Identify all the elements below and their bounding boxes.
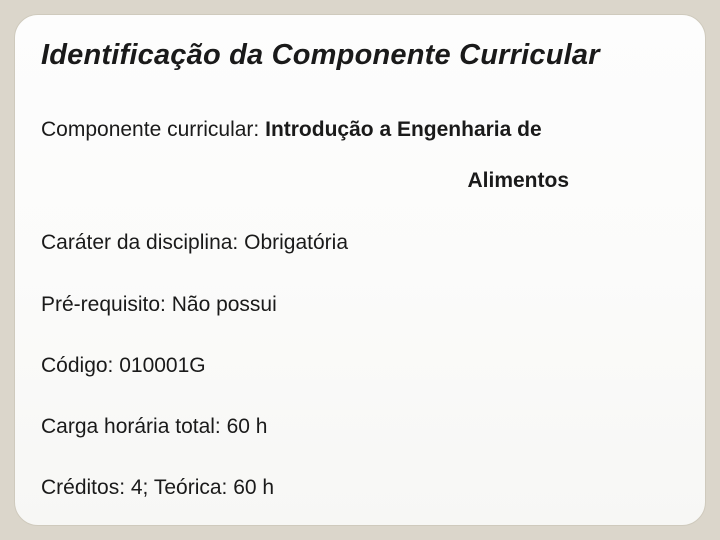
label-carater: Caráter da disciplina: bbox=[41, 231, 244, 254]
label-prereq: Pré-requisito: bbox=[41, 293, 172, 316]
value-carga: 60 h bbox=[227, 415, 268, 438]
row-carater: Caráter da disciplina: Obrigatória bbox=[41, 229, 679, 256]
value-componente-line2: Alimentos bbox=[41, 169, 679, 193]
content-panel: Identificação da Componente Curricular C… bbox=[14, 14, 706, 526]
value-componente-line1: Introdução a Engenharia de bbox=[265, 118, 542, 141]
label-componente: Componente curricular: bbox=[41, 118, 265, 141]
slide-title: Identificação da Componente Curricular bbox=[41, 39, 679, 72]
label-creditos: Créditos: bbox=[41, 476, 131, 499]
label-codigo: Código: bbox=[41, 354, 119, 377]
value-carater: Obrigatória bbox=[244, 231, 348, 254]
value-codigo: 010001G bbox=[119, 354, 205, 377]
row-prereq: Pré-requisito: Não possui bbox=[41, 291, 679, 318]
row-codigo: Código: 010001G bbox=[41, 352, 679, 379]
row-componente: Componente curricular: Introdução a Enge… bbox=[41, 116, 679, 143]
value-prereq: Não possui bbox=[172, 293, 277, 316]
label-carga: Carga horária total: bbox=[41, 415, 227, 438]
value-creditos: 4; Teórica: 60 h bbox=[131, 476, 274, 499]
row-carga: Carga horária total: 60 h bbox=[41, 413, 679, 440]
row-creditos: Créditos: 4; Teórica: 60 h bbox=[41, 474, 679, 501]
